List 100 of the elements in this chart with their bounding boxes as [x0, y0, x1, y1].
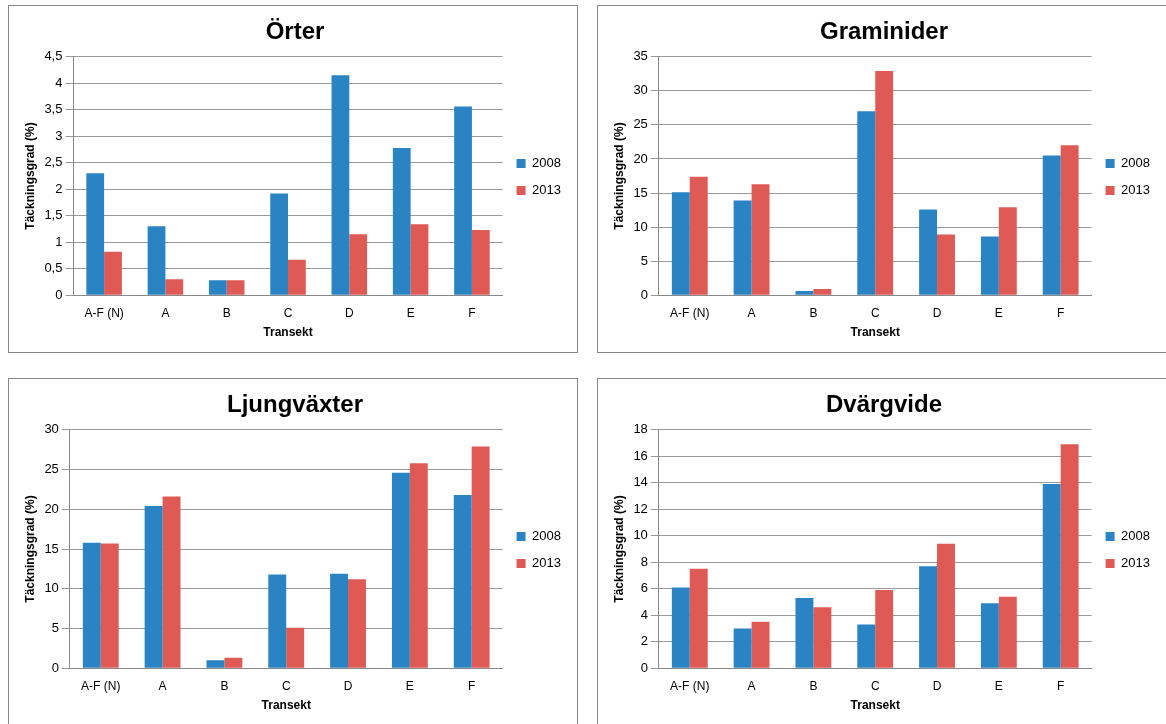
x-tick-label: A [747, 678, 756, 693]
bar [813, 289, 832, 295]
x-tick-label: F [1057, 305, 1065, 320]
y-tick-label: 4 [55, 74, 63, 90]
x-tick-label: F [468, 305, 476, 320]
bar [689, 176, 708, 295]
bar [1060, 444, 1079, 668]
bar [100, 543, 119, 668]
y-tick-label: 0 [51, 659, 59, 675]
x-tick-label: D [932, 678, 942, 693]
legend-label: 2013 [1121, 182, 1150, 198]
chart-title: Örter [265, 17, 325, 45]
y-tick-label: 30 [633, 82, 648, 98]
bar [937, 543, 955, 668]
y-axis-title: Täckningsgrad (%) [22, 122, 37, 230]
y-tick-label: 8 [640, 553, 648, 569]
x-tick-label: E [406, 305, 415, 320]
y-tick-label: 4,5 [44, 48, 63, 64]
bar [919, 566, 938, 668]
bar [998, 596, 1017, 668]
x-tick-label: A [161, 305, 170, 320]
y-tick-label: 10 [44, 580, 59, 596]
bar [268, 574, 287, 668]
y-tick-label: 10 [633, 218, 648, 234]
y-tick-label: 1 [55, 233, 63, 249]
x-tick-label: B [220, 678, 229, 693]
y-tick-label: 2 [640, 633, 648, 649]
bar [857, 624, 876, 668]
bar [980, 236, 999, 295]
x-tick-label: D [343, 678, 353, 693]
bar [104, 251, 122, 295]
bar [288, 259, 306, 295]
x-tick-label: C [281, 678, 291, 693]
bar [349, 234, 368, 295]
y-tick-label: 20 [44, 500, 59, 516]
y-tick-label: 0 [640, 286, 648, 302]
legend-label: 2013 [1121, 555, 1150, 571]
y-tick-label: 2,5 [44, 154, 63, 170]
bar [1042, 484, 1061, 668]
bar [813, 607, 832, 668]
x-tick-label: B [222, 305, 231, 320]
bar [147, 226, 166, 295]
bar [795, 291, 814, 295]
y-tick-label: 5 [51, 620, 59, 636]
chart-title: Dvärgvide [825, 390, 943, 418]
bar [857, 111, 876, 295]
x-tick-label: C [283, 305, 293, 320]
x-tick-label: A-F (N) [670, 305, 710, 320]
bar [751, 184, 770, 295]
bar [226, 280, 245, 295]
legend-label: 2008 [532, 155, 561, 171]
x-tick-label: C [870, 305, 880, 320]
bar [331, 75, 350, 295]
y-tick-label: 1,5 [44, 207, 63, 223]
x-tick-label: A-F (N) [670, 678, 710, 693]
chart-title: Ljungväxter [226, 390, 364, 418]
bar [392, 147, 411, 295]
x-axis-title: Transekt [263, 325, 313, 340]
legend-label: 2008 [1121, 155, 1150, 171]
bar [206, 660, 225, 668]
x-tick-label: E [405, 678, 414, 693]
y-tick-label: 10 [633, 527, 648, 543]
y-tick-label: 15 [633, 184, 648, 200]
bar [998, 207, 1017, 295]
bar [1060, 145, 1079, 295]
x-tick-label: A [747, 305, 756, 320]
y-axis-title: Täckningsgrad (%) [611, 495, 626, 603]
y-tick-label: 20 [633, 150, 648, 166]
bar [410, 224, 429, 295]
y-axis-title: Täckningsgrad (%) [611, 122, 626, 230]
bar [980, 603, 999, 668]
y-tick-label: 14 [633, 474, 648, 490]
y-tick-label: 30 [44, 421, 59, 437]
legend-label: 2013 [532, 182, 561, 198]
y-tick-label: 6 [640, 580, 648, 596]
bar [875, 71, 894, 295]
bar [391, 472, 410, 668]
bar [162, 496, 181, 668]
x-tick-label: A [158, 678, 167, 693]
bar [471, 230, 490, 295]
bar [224, 657, 243, 668]
legend-label: 2013 [532, 555, 561, 571]
y-tick-label: 2 [55, 180, 63, 196]
y-tick-label: 0 [640, 659, 648, 675]
x-tick-label: E [994, 678, 1003, 693]
x-tick-label: F [468, 678, 476, 693]
bar [919, 209, 938, 295]
legend-label: 2008 [1121, 528, 1150, 544]
bar [270, 193, 289, 295]
bar [733, 628, 752, 668]
bar [751, 621, 770, 668]
bar [671, 192, 690, 295]
bar [409, 463, 428, 668]
bar [82, 542, 101, 668]
bar [286, 627, 305, 668]
bar [671, 587, 690, 668]
y-tick-label: 16 [633, 447, 648, 463]
bar [689, 568, 708, 668]
y-tick-label: 3,5 [44, 101, 63, 117]
y-tick-label: 4 [640, 606, 648, 622]
